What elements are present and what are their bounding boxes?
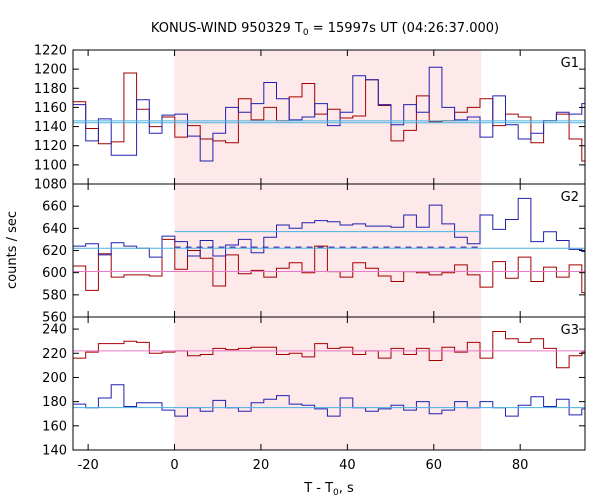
panel-g3-ytick-label: 180 bbox=[42, 395, 67, 410]
panel-g1-ytick-label: 1160 bbox=[34, 101, 67, 116]
panel-g3-ytick-label: 240 bbox=[42, 323, 67, 338]
panel-g2-ytick-label: 580 bbox=[42, 288, 67, 303]
chart-title-prefix: KONUS-WIND 950329 T bbox=[151, 21, 303, 36]
highlight-layer bbox=[174, 50, 482, 450]
chart-title-suffix: = 15997s UT (04:26:37.000) bbox=[309, 21, 499, 36]
panel-g2-ytick-label: 640 bbox=[42, 222, 67, 237]
highlight-interval-band bbox=[174, 50, 482, 450]
panel-g1-ytick-label: 1140 bbox=[34, 120, 67, 135]
panel-g3-ytick-label: 200 bbox=[42, 371, 67, 386]
panel-g1-ytick-label: 1180 bbox=[34, 82, 67, 97]
panel-g1-ytick-label: 1080 bbox=[34, 178, 67, 193]
x-axis-label: T - T0, s bbox=[303, 481, 354, 498]
panel-g2-ytick-label: 620 bbox=[42, 244, 67, 259]
panel-g2-ytick-label: 560 bbox=[42, 311, 67, 326]
panel-g2-label: G2 bbox=[561, 190, 579, 205]
chart-title-subscript: 0 bbox=[303, 28, 309, 38]
panel-g3-ytick-label: 140 bbox=[42, 444, 67, 459]
xtick-label: 20 bbox=[253, 458, 270, 473]
text-layer: KONUS-WIND 950329 T0 = 15997s UT (04:26:… bbox=[5, 21, 579, 498]
panel-g3-ytick-label: 160 bbox=[42, 419, 67, 434]
x-axis-label-suffix: , s bbox=[339, 481, 354, 496]
panel-g3-label: G3 bbox=[561, 323, 579, 338]
panel-g3-ytick-label: 220 bbox=[42, 347, 67, 362]
x-axis-label-subscript: 0 bbox=[333, 488, 339, 498]
panel-g2-ytick-label: 600 bbox=[42, 266, 67, 281]
panel-g1-ytick-label: 1100 bbox=[34, 158, 67, 173]
x-axis-label-prefix: T - T bbox=[303, 481, 333, 496]
panel-g1-label: G1 bbox=[561, 56, 579, 71]
panel-g1-ytick-label: 1200 bbox=[34, 63, 67, 78]
xtick-label: 80 bbox=[512, 458, 529, 473]
xtick-label: 40 bbox=[339, 458, 356, 473]
panel-g1-ytick-label: 1220 bbox=[34, 44, 67, 59]
chart-title: KONUS-WIND 950329 T0 = 15997s UT (04:26:… bbox=[151, 21, 499, 38]
panel-g3-frame bbox=[72, 316, 586, 451]
panel-g3-series-red-line bbox=[73, 331, 585, 369]
y-axis-label: counts / sec bbox=[5, 211, 20, 289]
panel-g1-ytick-label: 1120 bbox=[34, 139, 67, 154]
xtick-label: 0 bbox=[170, 458, 178, 473]
xtick-label: 60 bbox=[426, 458, 443, 473]
levels-layer bbox=[73, 120, 585, 409]
frame-layer bbox=[72, 49, 586, 451]
xtick-label: -20 bbox=[78, 458, 99, 473]
panel-g2-series-red-line bbox=[73, 238, 585, 294]
panel-g2-ytick-label: 660 bbox=[42, 200, 67, 215]
panel-g2-series-blue-line bbox=[73, 197, 585, 258]
